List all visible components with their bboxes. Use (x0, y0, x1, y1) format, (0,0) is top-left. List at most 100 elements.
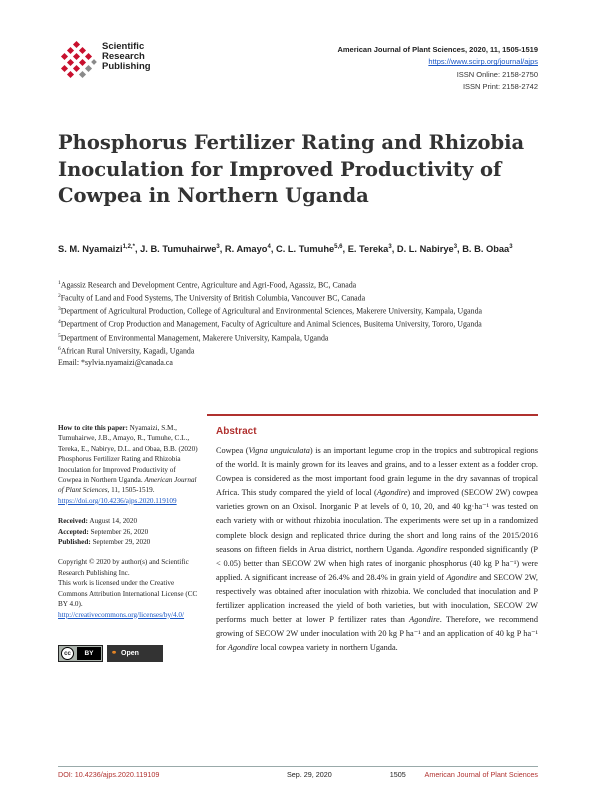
article-side-info: How to cite this paper: Nyamaizi, S.M., … (58, 423, 201, 630)
author-name: E. Tereka3 (348, 244, 392, 254)
abstract-italic-term: Vigna unguiculata (248, 446, 310, 455)
publisher-logo-icon (60, 40, 97, 79)
doi-link[interactable]: https://doi.org/10.4236/ajps.2020.119109 (58, 496, 177, 505)
author-affiliation-mark: 1,2,* (122, 244, 135, 250)
abstract-text-run: and SECOW 2W, respectively was obtained … (216, 572, 538, 625)
abstract-italic-term: Agondire (416, 544, 448, 554)
open-access-label: Open Access (107, 650, 139, 674)
footer-doi: DOI: 10.4236/ajps.2020.119109 (58, 770, 160, 779)
date-label: Received: (58, 517, 88, 526)
abstract-text-run: local cowpea variety in northern Uganda. (258, 643, 398, 653)
abstract-text-run: ) is an important legume crop in the tro… (216, 446, 539, 498)
abstract-divider (207, 414, 538, 416)
abstract-text-run: responded significantly (P < 0.05) bette… (216, 544, 538, 582)
date-label: Accepted: (58, 527, 89, 536)
author-name-text: S. M. Nyamaizi (58, 244, 123, 255)
abstract-text-run: . Therefore, we recommend growing of SEC… (216, 615, 538, 653)
author-name-text: J. B. Tumuhairwe (140, 244, 217, 255)
affiliation-text: African Rural University, Kagadi, Uganda (60, 346, 195, 356)
affiliation-text: Agassiz Research and Development Centre,… (60, 280, 357, 290)
footer-page-number: 1505 (389, 770, 406, 779)
footer-journal: American Journal of Plant Sciences (424, 770, 538, 779)
affiliation-mark: 4 (58, 319, 61, 326)
copyright-notice: Copyright © 2020 by author(s) and Scient… (58, 557, 201, 619)
copyright-line: Copyright © 2020 by author(s) and Scient… (58, 558, 189, 577)
issn-print: ISSN Print: 2158-2742 (462, 82, 538, 92)
affiliation-item: 5Department of Environmental Management,… (58, 331, 538, 344)
affiliation-item: 4Department of Crop Production and Manag… (58, 317, 538, 330)
affiliation-item: 2Faculty of Land and Food Systems, The U… (58, 291, 538, 304)
author-list: S. M. Nyamaizi1,2,*, J. B. Tumuhairwe3, … (58, 244, 513, 255)
author-affiliation-mark: 3 (453, 244, 458, 250)
affiliation-mark: 6 (58, 345, 61, 352)
author-name-text: D. L. Nabirye (396, 244, 454, 255)
article-title: Phosphorus Fertilizer Rating and Rhizobi… (58, 131, 525, 207)
date-row: Received: August 14, 2020 (58, 516, 201, 526)
abstract-text: Cowpea (Vigna unguiculata) is an importa… (216, 444, 538, 655)
author-name: D. L. Nabirye3 (397, 244, 457, 254)
abstract-italic-term: Agondire (409, 615, 440, 625)
author-name: R. Amayo4 (225, 244, 271, 254)
abstract-heading: Abstract (216, 426, 257, 437)
publisher-name-line: Research (102, 51, 145, 63)
date-value: September 29, 2020 (92, 538, 151, 547)
date-row: Accepted: September 26, 2020 (58, 527, 201, 537)
author-name-text: E. Tereka (347, 244, 389, 255)
how-to-cite-text: Nyamaizi, S.M., Tumuhairwe, J.B., Amayo,… (58, 424, 198, 485)
author-affiliation-mark: 3 (216, 244, 220, 250)
footer-divider (58, 766, 538, 767)
abstract-italic-term: Agondire (227, 643, 259, 653)
corresponding-email: Email: *sylvia.nyamaizi@canada.ca (58, 357, 173, 367)
journal-info: American Journal of Plant Sciences, 2020… (337, 44, 538, 94)
author-name-text: R. Amayo (224, 244, 268, 255)
how-to-cite-journal: American Journal of Plant Sciences (58, 476, 197, 495)
affiliation-item: 3Department of Agricultural Production, … (58, 304, 538, 317)
open-lock-icon: ⚭ (111, 650, 117, 657)
license-link[interactable]: http://creativecommons.org/licenses/by/4… (58, 610, 185, 619)
how-to-cite-volume: , 11, 1505-1519. (107, 486, 155, 495)
date-value: August 14, 2020 (89, 517, 138, 526)
by-label: BY (77, 647, 101, 660)
cc-by-badge[interactable]: cc BY (58, 645, 103, 662)
author-affiliation-mark: 3 (509, 244, 513, 250)
author-name: B. B. Obaa3 (462, 244, 512, 254)
abstract-italic-term: Agondire (376, 488, 408, 498)
journal-url-link[interactable]: https://www.scirp.org/journal/ajps (428, 57, 538, 67)
publisher-name-line: Scientific (102, 41, 145, 52)
affiliation-text: Department of Environmental Management, … (60, 333, 329, 343)
footer-date-page: Sep. 29, 2020 1505 (287, 770, 406, 779)
journal-citation: American Journal of Plant Sciences, 2020… (337, 45, 538, 54)
how-to-cite-label: How to cite this paper: (58, 424, 128, 432)
author-affiliation-mark: 4 (267, 244, 271, 250)
author-name-text: B. B. Obaa (462, 244, 510, 255)
abstract-text-run: ) and improved (SECOW 2W) cowpea varieti… (216, 488, 538, 554)
date-value: September 26, 2020 (90, 527, 149, 536)
affiliation-item: 6African Rural University, Kagadi, Ugand… (58, 344, 538, 357)
abstract-italic-term: Agondire (446, 572, 477, 582)
author-name: C. L. Tumuhe5,6 (276, 244, 343, 254)
affiliation-text: Faculty of Land and Food Systems, The Un… (60, 293, 366, 303)
issn-online: ISSN Online: 2158-2750 (456, 69, 538, 79)
article-dates: Received: August 14, 2020 Accepted: Sept… (58, 516, 201, 547)
affiliation-mark: 2 (58, 293, 61, 300)
author-affiliation-mark: 3 (388, 244, 392, 250)
publisher-name: Scientific Research Publishing (102, 41, 151, 73)
author-name: J. B. Tumuhairwe3 (140, 244, 220, 254)
abstract-text-run: Cowpea ( (216, 446, 249, 455)
affiliation-mark: 3 (58, 306, 61, 313)
affiliation-list: 1Agassiz Research and Development Centre… (58, 278, 538, 368)
affiliation-item: 1Agassiz Research and Development Centre… (58, 278, 538, 291)
author-name-text: C. L. Tumuhe (275, 244, 335, 255)
footer-date: Sep. 29, 2020 (287, 770, 332, 779)
date-label: Published: (58, 538, 91, 547)
date-row: Published: September 29, 2020 (58, 537, 201, 547)
how-to-cite: How to cite this paper: Nyamaizi, S.M., … (58, 423, 201, 506)
open-access-badge: ⚭ Open Access (107, 645, 163, 674)
author-affiliation-mark: 5,6 (334, 244, 343, 250)
publisher-name-line: Publishing (102, 61, 151, 73)
affiliation-mark: 1 (58, 280, 61, 286)
cc-icon: cc (61, 647, 74, 660)
author-name: S. M. Nyamaizi1,2,* (58, 244, 135, 254)
affiliation-text: Department of Crop Production and Manage… (60, 320, 482, 329)
affiliation-text: Department of Agricultural Production, C… (60, 306, 483, 316)
